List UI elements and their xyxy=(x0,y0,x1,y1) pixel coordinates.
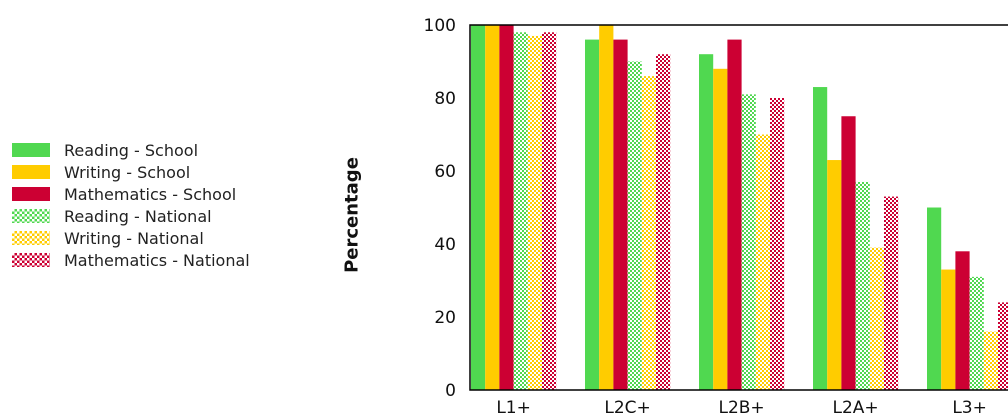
y-tick-label: 20 xyxy=(434,308,456,328)
y-ticks-group: 0 20 40 60 80 100 xyxy=(424,16,456,401)
legend-label: Mathematics - National xyxy=(64,250,250,270)
legend-item-writing-school: Writing - School xyxy=(12,161,250,183)
x-tick-label-l3: L3+ xyxy=(952,398,987,418)
y-tick-label: 40 xyxy=(434,235,456,255)
legend-label: Writing - National xyxy=(64,228,204,248)
bar-reading-national-l1 xyxy=(513,32,528,390)
y-tick-label: 100 xyxy=(424,16,456,36)
bar-mathematics-school-l3 xyxy=(955,251,970,390)
bar-mathematics-national-l2b xyxy=(770,98,785,390)
bar-reading-school-l2a xyxy=(813,87,828,390)
legend-swatch xyxy=(12,165,50,179)
legend-swatch xyxy=(12,253,50,267)
x-tick-label-l1: L1+ xyxy=(496,398,531,418)
bar-reading-national-l2b xyxy=(741,94,756,390)
bar-mathematics-school-l2a xyxy=(841,116,856,390)
bar-writing-national-l2b xyxy=(755,134,770,390)
legend-swatch xyxy=(12,231,50,245)
x-ticks-group: L1+ L2C+ L2B+ L2A+ L3+ xyxy=(496,398,987,418)
bar-mathematics-school-l2b xyxy=(727,39,742,390)
bar-reading-national-l3 xyxy=(969,276,984,390)
bar-reading-national-l2c xyxy=(627,61,642,390)
legend-item-reading-national: Reading - National xyxy=(12,205,250,227)
bar-reading-school-l1 xyxy=(471,25,486,390)
y-tick-label: 60 xyxy=(434,162,456,182)
plot-frame xyxy=(469,24,1008,391)
bar-reading-school-l2c xyxy=(585,39,600,390)
bar-writing-national-l2c xyxy=(641,76,656,390)
bar-mathematics-national-l3 xyxy=(998,302,1008,390)
bar-reading-national-l2a xyxy=(855,181,870,390)
legend-label: Writing - School xyxy=(64,162,191,182)
bar-writing-national-l2a xyxy=(869,247,884,390)
bar-mathematics-school-l2c xyxy=(613,39,628,390)
x-tick-label-l2a: L2A+ xyxy=(833,398,879,418)
bar-mathematics-school-l1 xyxy=(499,25,514,390)
legend-item-mathematics-school: Mathematics - School xyxy=(12,183,250,205)
legend-label: Mathematics - School xyxy=(64,184,237,204)
legend-swatch xyxy=(12,209,50,223)
legend-swatch xyxy=(12,187,50,201)
bar-mathematics-national-l2c xyxy=(656,54,671,390)
legend-item-writing-national: Writing - National xyxy=(12,227,250,249)
x-tick-label-l2b: L2B+ xyxy=(718,398,764,418)
bar-writing-school-l2c xyxy=(599,25,614,390)
bar-writing-school-l2a xyxy=(827,160,842,390)
bars-group xyxy=(471,25,1008,390)
bar-writing-national-l1 xyxy=(527,35,542,390)
y-tick-label: 0 xyxy=(445,381,456,401)
legend: Reading - School Writing - School Mathemat… xyxy=(12,139,250,271)
bar-writing-school-l3 xyxy=(941,269,956,390)
legend-item-reading-school: Reading - School xyxy=(12,139,250,161)
bar-writing-school-l1 xyxy=(485,25,500,390)
bar-writing-national-l3 xyxy=(983,331,998,390)
y-tick-label: 80 xyxy=(434,89,456,109)
x-tick-label-l2c: L2C+ xyxy=(604,398,650,418)
bar-mathematics-national-l2a xyxy=(884,196,899,390)
bar-reading-school-l2b xyxy=(699,54,714,390)
legend-item-mathematics-national: Mathematics - National xyxy=(12,249,250,271)
bar-writing-school-l2b xyxy=(713,68,728,390)
legend-label: Reading - National xyxy=(64,206,212,226)
bar-reading-school-l3 xyxy=(927,207,942,390)
legend-label: Reading - School xyxy=(64,140,199,160)
legend-swatch xyxy=(12,143,50,157)
bar-mathematics-national-l1 xyxy=(542,32,557,390)
